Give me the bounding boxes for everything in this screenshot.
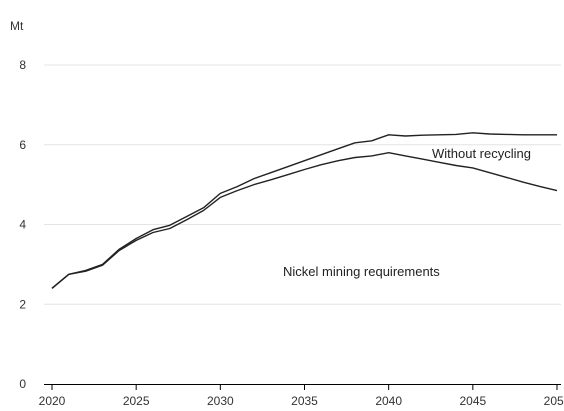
y-tick-label-0: 0: [19, 377, 26, 391]
y-tick-label-4: 4: [19, 218, 26, 232]
x-tick-label-2035: 2035: [291, 394, 318, 408]
x-tick-label-2050: 2050: [544, 394, 564, 408]
y-axis-unit-label: Mt: [10, 19, 24, 33]
annotation-nickel-mining-requirements: Nickel mining requirements: [283, 264, 440, 279]
series-line-nickel-mining-requirements: [51, 151, 558, 289]
x-tick-label-2045: 2045: [459, 394, 486, 408]
x-tick-label-2030: 2030: [207, 394, 234, 408]
gridlines: [44, 64, 561, 305]
y-tick-label-2: 2: [19, 297, 26, 311]
x-tick-label-2040: 2040: [375, 394, 402, 408]
y-tick-label-6: 6: [19, 138, 26, 152]
y-axis-ticks: 0 2 4 6 8: [19, 58, 26, 391]
x-tick-label-2020: 2020: [39, 394, 66, 408]
x-axis-ticks: 2020 2025 2030 2035 2040 2045 2050: [39, 384, 564, 408]
y-tick-label-8: 8: [19, 58, 26, 72]
series-lines: [51, 132, 558, 289]
annotation-without-recycling: Without recycling: [432, 146, 531, 161]
x-tick-label-2025: 2025: [123, 394, 150, 408]
series-line-without-recycling: [51, 132, 557, 289]
